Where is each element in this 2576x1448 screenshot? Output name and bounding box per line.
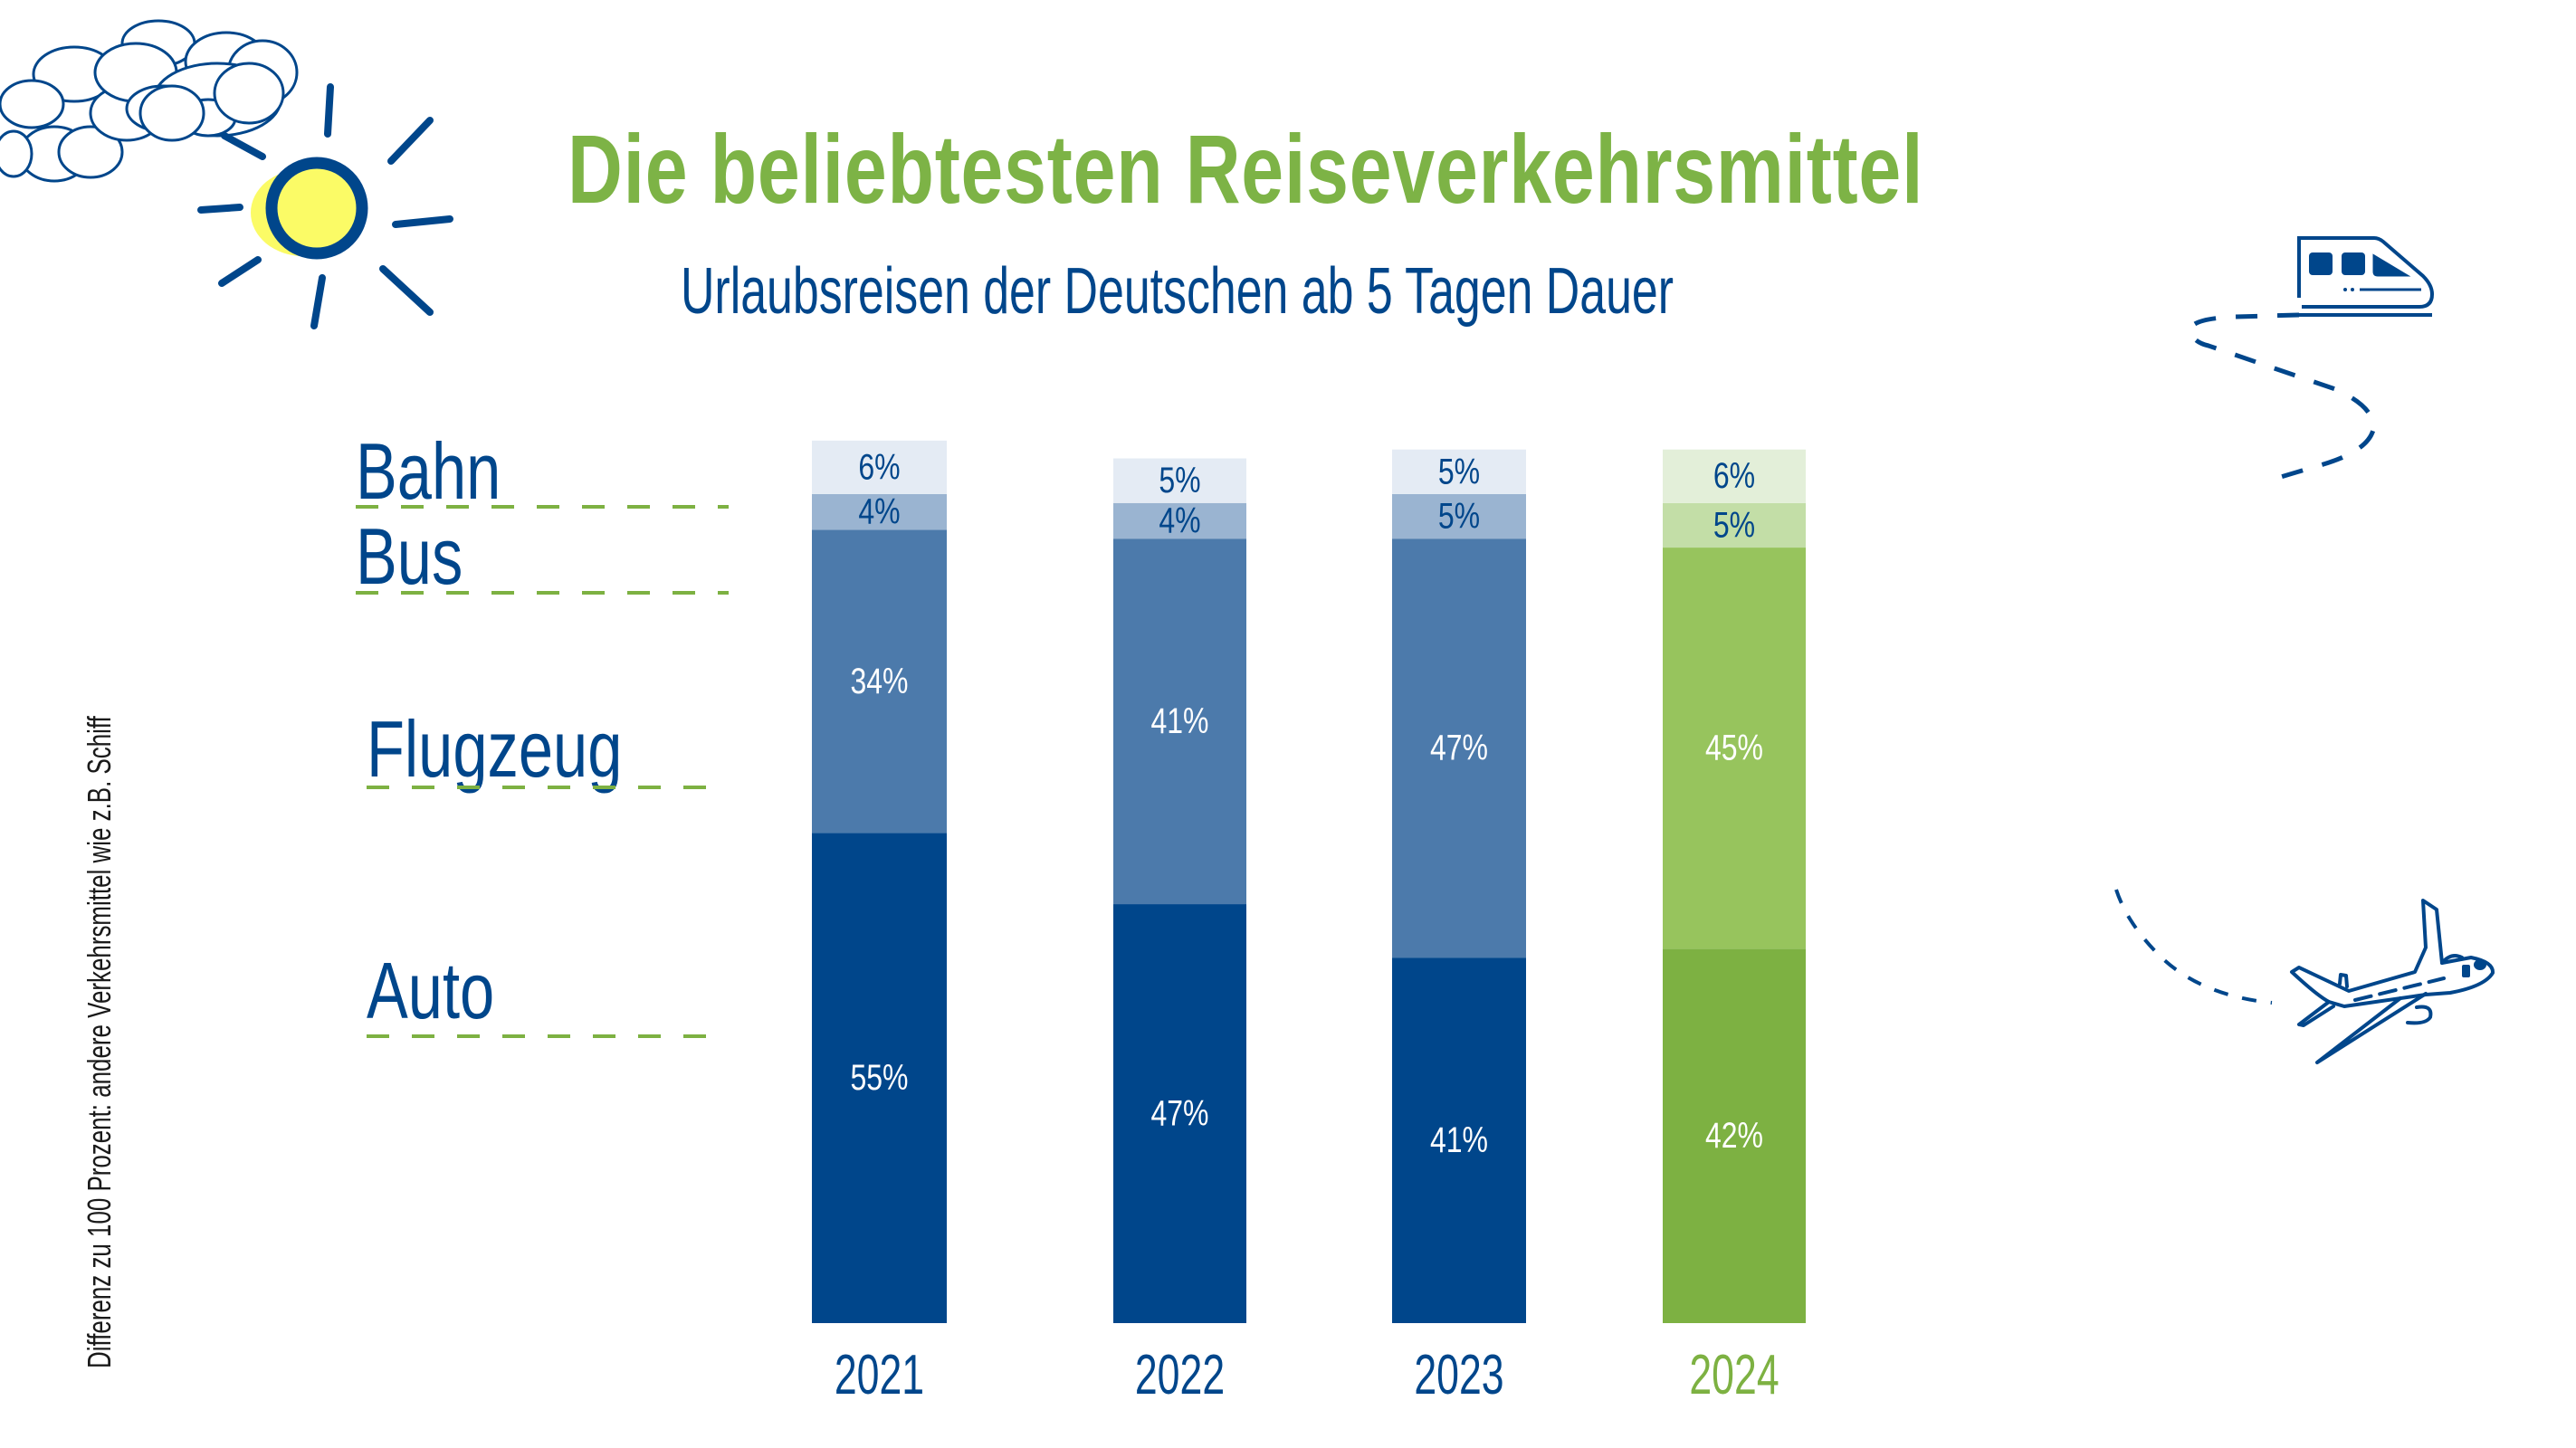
bar-segment-flugzeug-2022: [1113, 538, 1246, 905]
train-track-dashed-path: [2188, 312, 2376, 480]
data-label-bahn-2023: 5%: [1438, 451, 1480, 491]
legend-label-auto: Auto: [367, 946, 495, 1035]
bar-segment-bus-2023: [1392, 493, 1526, 539]
legend-label-bus: Bus: [356, 511, 463, 601]
airplane-icon: [2290, 899, 2495, 1064]
cloud-icon: [0, 19, 299, 183]
bar-segment-auto-2021: [812, 833, 947, 1323]
data-label-bus-2021: 4%: [858, 491, 900, 531]
data-label-flugzeug-2021: 34%: [850, 660, 908, 700]
train-decoration: [2188, 236, 2435, 480]
data-label-bahn-2021: 6%: [858, 446, 900, 487]
x-tick-label-2024: 2024: [1689, 1344, 1779, 1406]
bar-segment-flugzeug-2023: [1392, 538, 1526, 958]
chart-title: Die beliebtesten Reiseverkehrsmittel: [568, 114, 1924, 224]
train-icon: [2290, 236, 2435, 317]
x-tick-label-2023: 2023: [1414, 1344, 1503, 1406]
legend-label-flugzeug: Flugzeug: [367, 704, 623, 794]
bar-segment-flugzeug-2021: [812, 529, 947, 834]
data-label-bus-2022: 4%: [1159, 500, 1200, 540]
data-label-auto-2022: 47%: [1150, 1092, 1208, 1133]
data-label-flugzeug-2023: 47%: [1430, 727, 1488, 767]
bar-segment-auto-2024: [1663, 948, 1806, 1323]
data-label-bahn-2022: 5%: [1159, 460, 1200, 500]
data-label-auto-2021: 55%: [850, 1057, 908, 1098]
bar-segment-bus-2022: [1113, 502, 1246, 539]
x-tick-label-2022: 2022: [1135, 1344, 1225, 1406]
bar-segment-bahn-2024: [1663, 449, 1806, 503]
cloud-sun-decoration: [0, 19, 453, 329]
data-label-auto-2023: 41%: [1430, 1119, 1488, 1160]
data-label-flugzeug-2024: 45%: [1705, 727, 1763, 767]
airplane-decoration: [2114, 889, 2495, 1064]
x-tick-label-2021: 2021: [835, 1344, 924, 1406]
chart-subtitle: Urlaubsreisen der Deutschen ab 5 Tagen D…: [681, 255, 1674, 328]
sun-icon: [197, 83, 453, 329]
bar-segment-bus-2021: [812, 493, 947, 530]
bar-segment-bahn-2021: [812, 440, 947, 494]
data-label-bus-2023: 5%: [1438, 495, 1480, 536]
bar-segment-auto-2022: [1113, 904, 1246, 1323]
data-label-bahn-2024: 6%: [1713, 455, 1755, 496]
legend-label-bahn: Bahn: [356, 426, 501, 516]
bar-segment-bahn-2022: [1113, 458, 1246, 503]
data-label-flugzeug-2022: 41%: [1150, 700, 1208, 741]
bar-segment-flugzeug-2024: [1663, 548, 1806, 949]
bar-segment-auto-2023: [1392, 957, 1526, 1323]
bar-segment-bahn-2023: [1392, 449, 1526, 494]
data-label-bus-2024: 5%: [1713, 504, 1755, 545]
data-label-auto-2024: 42%: [1705, 1115, 1763, 1156]
bar-segment-bus-2024: [1663, 502, 1806, 548]
